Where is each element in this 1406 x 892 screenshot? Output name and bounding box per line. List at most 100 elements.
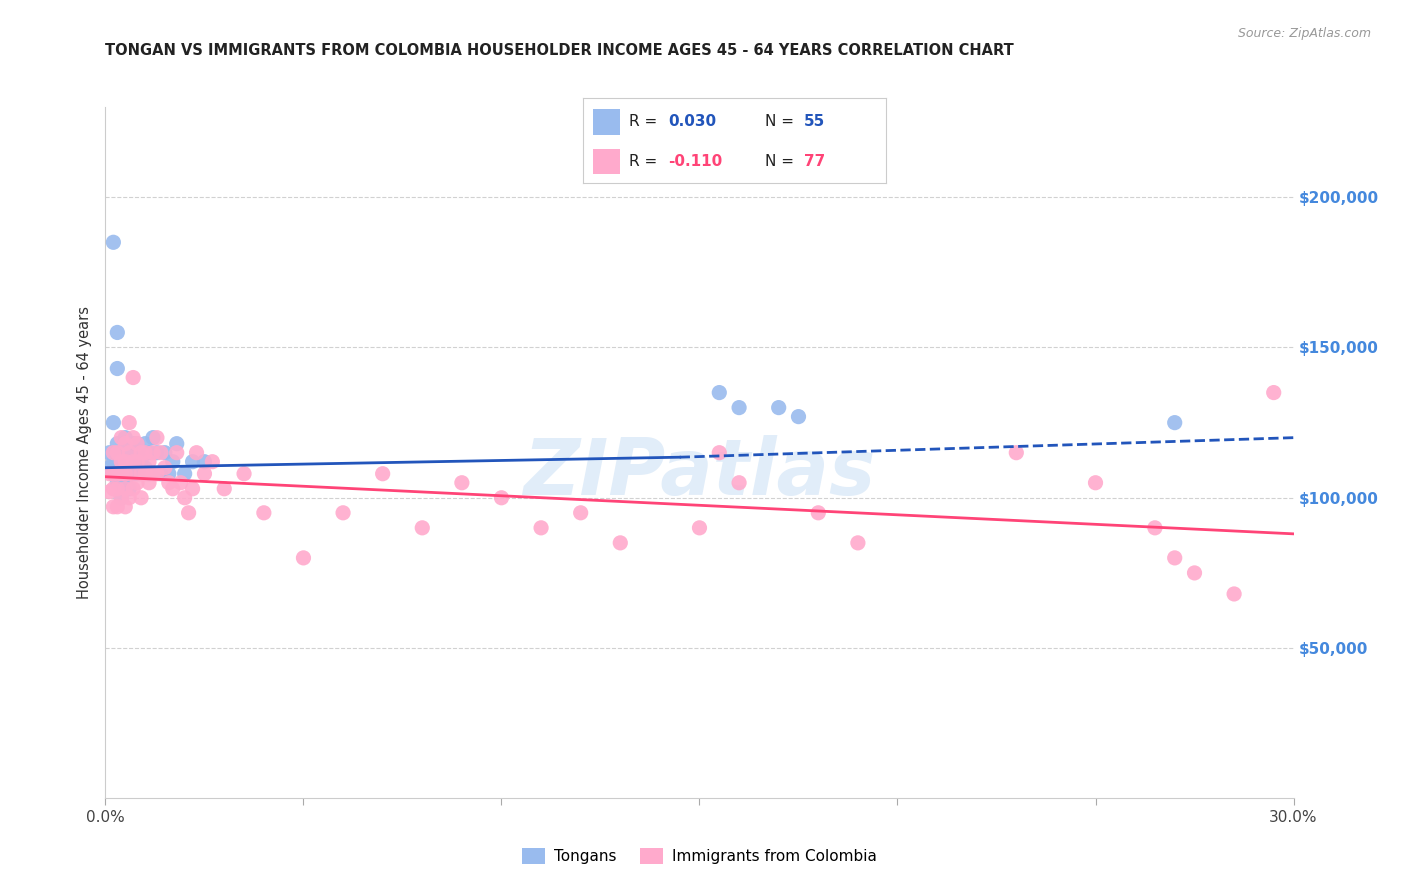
Point — [728, 401, 751, 415]
Text: Source: ZipAtlas.com: Source: ZipAtlas.com — [1237, 27, 1371, 40]
Point — [166, 436, 188, 450]
Point — [103, 500, 125, 514]
Point — [129, 467, 152, 481]
Point — [142, 446, 165, 460]
Point — [411, 521, 433, 535]
Point — [98, 467, 121, 481]
Point — [332, 506, 354, 520]
Point — [114, 467, 136, 481]
Point — [569, 506, 592, 520]
Point — [138, 467, 160, 481]
Point — [127, 475, 149, 490]
Point — [98, 460, 121, 475]
Point — [787, 409, 810, 424]
Point — [728, 475, 751, 490]
Point — [110, 491, 132, 505]
Point — [450, 475, 472, 490]
Point — [146, 467, 169, 481]
Point — [491, 491, 513, 505]
Text: 77: 77 — [804, 154, 825, 169]
Point — [118, 416, 141, 430]
Point — [1184, 566, 1206, 580]
Point — [609, 536, 631, 550]
Point — [181, 482, 204, 496]
Point — [157, 475, 180, 490]
Point — [233, 467, 256, 481]
Point — [193, 467, 215, 481]
Point — [110, 446, 132, 460]
Point — [173, 467, 195, 481]
Point — [114, 467, 136, 481]
Point — [122, 455, 145, 469]
Point — [846, 536, 869, 550]
Point — [530, 521, 553, 535]
Point — [1084, 475, 1107, 490]
Point — [122, 446, 145, 460]
Point — [162, 455, 184, 469]
Point — [110, 467, 132, 481]
Point — [1005, 446, 1028, 460]
Text: -0.110: -0.110 — [668, 154, 723, 169]
Point — [170, 475, 193, 490]
Point — [127, 467, 149, 481]
Point — [122, 436, 145, 450]
Point — [122, 482, 145, 496]
Text: N =: N = — [765, 154, 799, 169]
Point — [105, 500, 128, 514]
Point — [153, 460, 176, 475]
Point — [103, 455, 125, 469]
Point — [689, 521, 711, 535]
Point — [129, 446, 152, 460]
Point — [138, 475, 160, 490]
Point — [201, 455, 224, 469]
Point — [127, 436, 149, 450]
Point — [186, 446, 208, 460]
Point — [110, 475, 132, 490]
Point — [118, 482, 141, 496]
Point — [129, 446, 152, 460]
Point — [127, 455, 149, 469]
Point — [118, 467, 141, 481]
Point — [103, 416, 125, 430]
Point — [292, 550, 315, 565]
Point — [122, 467, 145, 481]
Point — [98, 484, 121, 499]
Point — [114, 446, 136, 460]
Point — [166, 446, 188, 460]
Point — [118, 467, 141, 481]
Point — [807, 506, 830, 520]
Point — [153, 446, 176, 460]
Point — [134, 446, 156, 460]
Point — [105, 361, 128, 376]
Point — [118, 446, 141, 460]
Point — [103, 446, 125, 460]
Point — [149, 446, 172, 460]
Point — [138, 455, 160, 469]
Point — [105, 326, 128, 340]
Point — [114, 431, 136, 445]
Point — [114, 455, 136, 469]
Point — [122, 455, 145, 469]
Point — [110, 455, 132, 469]
Text: R =: R = — [628, 114, 662, 129]
Point — [110, 467, 132, 481]
Text: N =: N = — [765, 114, 799, 129]
Point — [105, 436, 128, 450]
Text: ZIPatlas: ZIPatlas — [523, 435, 876, 511]
Point — [103, 235, 125, 250]
Point — [103, 467, 125, 481]
Point — [118, 455, 141, 469]
FancyBboxPatch shape — [592, 149, 620, 175]
Point — [114, 455, 136, 469]
Point — [149, 467, 172, 481]
Point — [118, 446, 141, 460]
Point — [214, 482, 236, 496]
Point — [162, 482, 184, 496]
Text: 0.030: 0.030 — [668, 114, 716, 129]
Point — [118, 491, 141, 505]
Point — [193, 455, 215, 469]
Point — [122, 370, 145, 384]
Y-axis label: Householder Income Ages 45 - 64 years: Householder Income Ages 45 - 64 years — [77, 306, 93, 599]
Point — [134, 460, 156, 475]
Point — [127, 436, 149, 450]
